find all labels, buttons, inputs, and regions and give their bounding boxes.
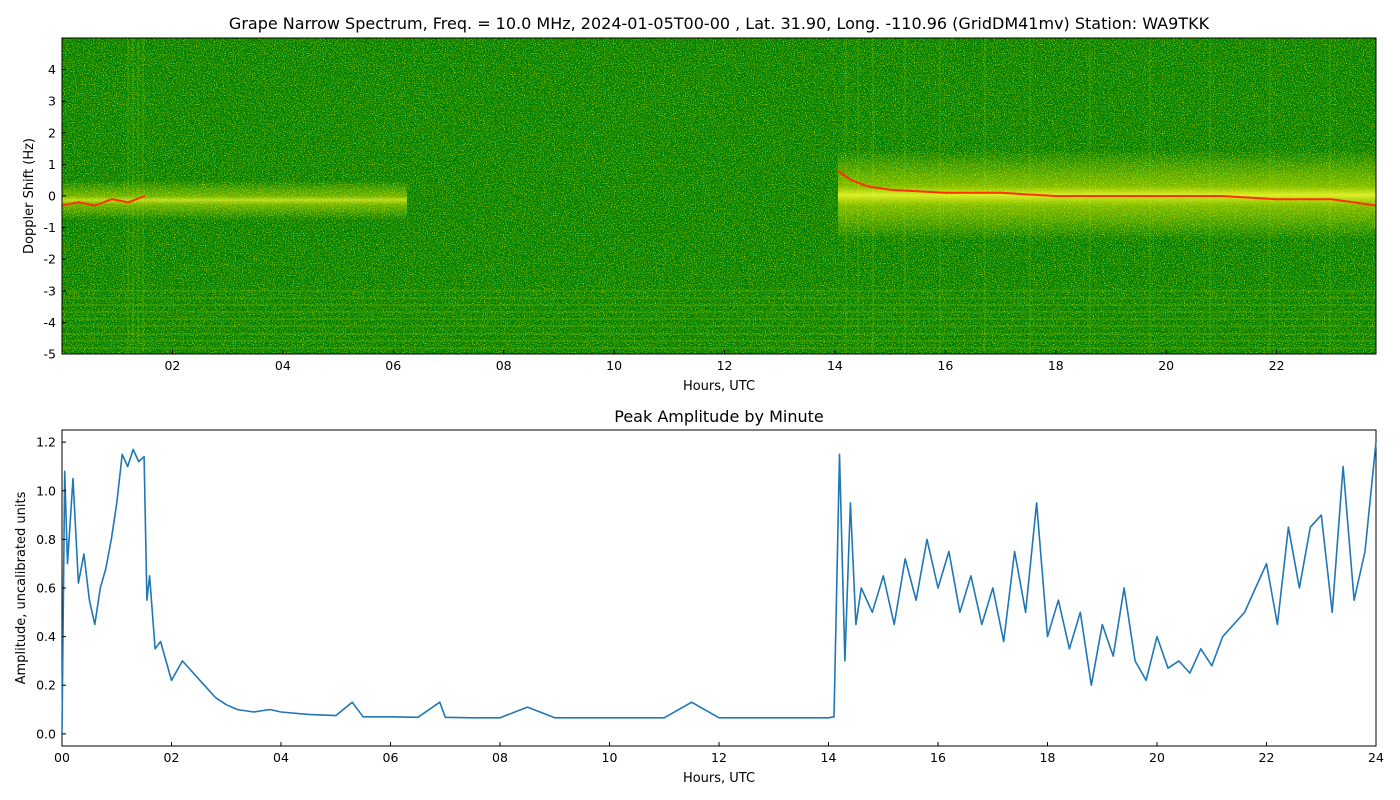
amplitude-xtick-label: 18 [1040,750,1056,765]
spectrum-xtick-label: 20 [1158,358,1174,373]
amplitude-xtick-label: 02 [164,750,180,765]
spectrum-xtick-label: 14 [827,358,843,373]
amplitude-line [61,442,1377,734]
amplitude-y-ticks: 0.0 0.2 0.4 0.6 0.8 1.0 1.2 [36,435,66,741]
spectrum-ytick-label: 1 [48,157,56,172]
amplitude-xtick-label: 00 [54,750,70,765]
amplitude-xtick-label: 20 [1149,750,1165,765]
carrier-trace [62,195,146,207]
spectrum-ytick-label: -3 [44,283,56,298]
amplitude-axes-frame [61,429,1377,747]
amplitude-xtick-label: 10 [602,750,618,765]
spectrum-ylabel: Doppler Shift (Hz) [22,138,37,254]
amplitude-xtick-label: 06 [383,750,399,765]
amplitude-xtick-label: 16 [930,750,946,765]
amplitude-ytick-label: 1.2 [36,435,56,450]
spectrogram-hlines [62,290,1376,349]
amplitude-xtick-label: 12 [711,750,727,765]
amplitude-xtick-label: 04 [273,750,289,765]
spectrum-xtick-label: 08 [496,358,512,373]
spectrum-ytick-label: 3 [48,94,56,109]
spectrum-xtick-label: 22 [1269,358,1285,373]
spectrum-x-ticks: 02 04 06 08 10 12 14 16 18 20 22 [164,350,1285,373]
spectrum-xlabel: Hours, UTC [683,379,755,394]
spectrum-ytick-label: -2 [44,252,56,267]
spectrum-ytick-label: 0 [48,189,56,204]
spectrum-ytick-label: 4 [48,62,56,77]
spectrum-ytick-label: -1 [44,220,56,235]
spectrum-ytick-label: -4 [44,315,57,330]
amplitude-ytick-label: 0.6 [36,581,56,596]
amplitude-xtick-label: 08 [492,750,508,765]
spectrum-xtick-label: 12 [717,358,733,373]
amplitude-xtick-label: 24 [1368,750,1384,765]
amplitude-xtick-label: 22 [1259,750,1275,765]
spectrum-ytick-label: -5 [44,347,56,362]
spectrum-title: Grape Narrow Spectrum, Freq. = 10.0 MHz,… [229,14,1210,33]
carrier-trace-late [837,169,1376,207]
amplitude-xlabel: Hours, UTC [683,771,755,786]
spectrum-xtick-label: 18 [1048,358,1064,373]
spectrum-xtick-label: 10 [606,358,622,373]
amplitude-ytick-label: 0.8 [36,532,56,547]
amplitude-ylabel: Amplitude, uncalibrated units [14,491,29,684]
spectrum-xtick-label: 16 [937,358,953,373]
spectrum-ytick-label: 2 [48,125,56,140]
amplitude-ytick-label: 0.4 [36,629,56,644]
amplitude-ytick-label: 0.0 [36,726,56,741]
amplitude-ytick-label: 1.0 [36,483,56,498]
amplitude-ytick-label: 0.2 [36,678,56,693]
spectrogram-image [62,38,1376,354]
amplitude-title: Peak Amplitude by Minute [614,407,824,426]
spectrum-y-ticks: -5 -4 -3 -2 -1 0 1 2 3 4 [44,62,66,362]
spectrum-xtick-label: 06 [385,358,401,373]
spectrum-xtick-label: 02 [164,358,180,373]
spectrum-xtick-label: 04 [275,358,291,373]
amplitude-xtick-label: 14 [821,750,837,765]
amplitude-x-ticks: 00 02 04 06 08 10 12 14 16 18 20 22 24 [54,742,1384,765]
